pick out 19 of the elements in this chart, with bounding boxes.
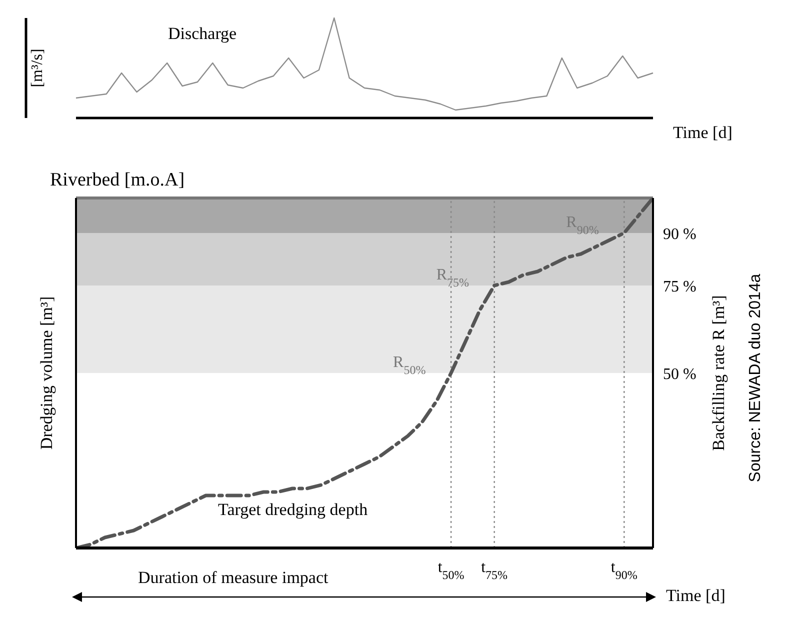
x-tick-label: t$_{90%}$ — [610, 559, 638, 582]
y2-axis-title: Backfilling rate R [m³] — [709, 295, 728, 451]
y2-tick-label: 50 % — [663, 366, 696, 383]
ref-line-label: Riverbed [m.o.A] — [50, 169, 185, 190]
annotation: Discharge — [168, 24, 237, 44]
text: Duration of measure impact — [138, 568, 328, 588]
y2-tick-label: 75 % — [663, 278, 696, 296]
annotation: R$_{50%}$ — [393, 354, 426, 377]
x-tick-label: t$_{50%}$ — [438, 559, 464, 582]
y2-tick-label: 90 % — [663, 226, 696, 243]
x-axis-title: Time [d] — [666, 586, 726, 606]
x-tick-label: t$_{75%}$ — [481, 559, 508, 582]
x-axis-title: Time [d] — [673, 123, 732, 143]
line-series — [76, 198, 653, 548]
y-axis-title: [m³/s] — [29, 48, 47, 88]
source-note: Source: NEWADA duo 2014a — [747, 274, 765, 482]
annotation: R$_{75%}$ — [436, 266, 469, 290]
annotation: Target dredging depth — [218, 500, 368, 520]
y-axis-title: Dredging volume [m³] — [37, 296, 56, 450]
